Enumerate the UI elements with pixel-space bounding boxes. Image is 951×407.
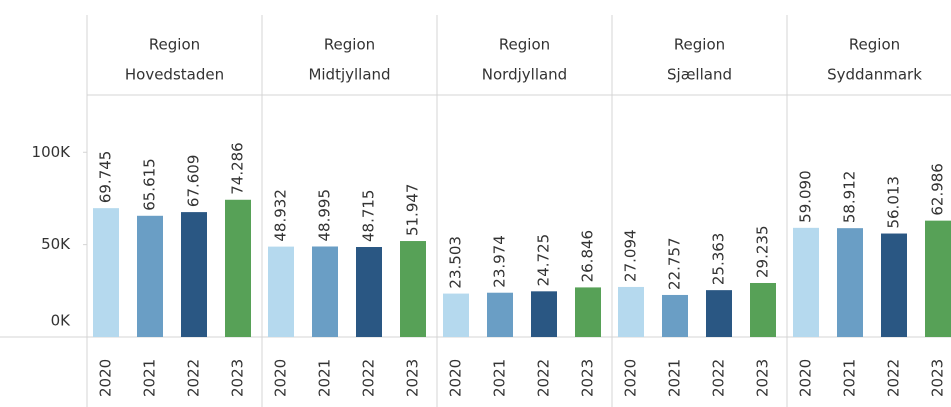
value-label: 48.932 (272, 189, 290, 242)
panel-header: Region (149, 36, 200, 54)
value-label: 29.235 (754, 225, 772, 278)
value-label: 74.286 (229, 142, 247, 195)
panel-header: Nordjylland (482, 66, 567, 84)
y-tick-label: 0K (51, 312, 72, 330)
x-tick-label: 2020 (622, 359, 640, 397)
panel-header: Midtjylland (308, 66, 390, 84)
x-tick-label: 2022 (710, 359, 728, 397)
value-label: 51.947 (404, 184, 422, 237)
value-label: 23.503 (447, 236, 465, 289)
panel-header: Sjælland (667, 66, 732, 84)
bar (750, 282, 776, 337)
value-label: 59.090 (797, 170, 815, 223)
bar (531, 291, 557, 337)
x-tick-label: 2023 (929, 359, 947, 397)
bar (575, 287, 601, 337)
x-tick-label: 2020 (797, 359, 815, 397)
bar (181, 212, 207, 337)
x-tick-label: 2022 (360, 359, 378, 397)
panel-header: Hovedstaden (125, 66, 224, 84)
bar (793, 227, 819, 337)
value-label: 69.745 (97, 151, 115, 204)
value-label: 65.615 (141, 158, 159, 211)
bar (925, 220, 951, 337)
value-label: 62.986 (929, 163, 947, 216)
bar (137, 215, 163, 337)
x-tick-label: 2021 (141, 359, 159, 397)
value-label: 22.757 (666, 237, 684, 290)
bar (487, 292, 513, 337)
x-tick-label: 2022 (535, 359, 553, 397)
bar (706, 290, 732, 337)
value-label: 27.094 (622, 229, 640, 282)
value-label: 25.363 (710, 233, 728, 286)
panel-header: Region (499, 36, 550, 54)
x-tick-label: 2021 (841, 359, 859, 397)
x-tick-label: 2023 (229, 359, 247, 397)
x-tick-label: 2021 (666, 359, 684, 397)
bar (356, 247, 382, 337)
x-tick-label: 2023 (404, 359, 422, 397)
value-label: 24.725 (535, 234, 553, 287)
bar (618, 286, 644, 337)
bar (881, 233, 907, 337)
x-tick-label: 2020 (97, 359, 115, 397)
bar (268, 246, 294, 337)
panel-header: Region (849, 36, 900, 54)
panel-header: Region (324, 36, 375, 54)
panel-header: Syddanmark (827, 66, 922, 84)
value-label: 26.846 (579, 230, 597, 283)
value-label: 48.995 (316, 189, 334, 242)
panel-header: Region (674, 36, 725, 54)
x-tick-label: 2021 (316, 359, 334, 397)
bar (400, 241, 426, 337)
bar (837, 228, 863, 337)
y-tick-label: 100K (32, 143, 72, 161)
value-label: 48.715 (360, 190, 378, 243)
value-label: 23.974 (491, 235, 509, 288)
bar (312, 246, 338, 337)
y-tick-label: 50K (41, 235, 71, 253)
bar (225, 199, 251, 337)
x-tick-label: 2021 (491, 359, 509, 397)
x-tick-label: 2020 (447, 359, 465, 397)
value-label: 56.013 (885, 176, 903, 229)
x-tick-label: 2022 (185, 359, 203, 397)
bar (93, 208, 119, 337)
bar (662, 294, 688, 337)
x-tick-label: 2023 (579, 359, 597, 397)
x-tick-label: 2022 (885, 359, 903, 397)
value-label: 67.609 (185, 155, 203, 208)
x-tick-label: 2023 (754, 359, 772, 397)
value-label: 58.912 (841, 171, 859, 224)
bar (443, 293, 469, 337)
x-tick-label: 2020 (272, 359, 290, 397)
